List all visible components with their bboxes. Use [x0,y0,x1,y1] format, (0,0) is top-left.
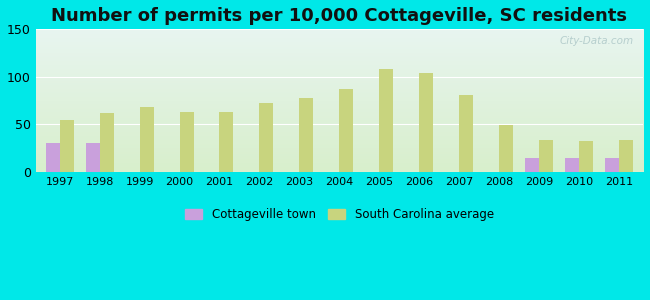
Bar [86,143,99,172]
Bar [259,103,274,172]
Bar [60,120,73,172]
Bar [499,125,514,172]
Bar [99,113,114,172]
Bar [140,107,153,172]
Text: City-Data.com: City-Data.com [560,36,634,46]
Title: Number of permits per 10,000 Cottageville, SC residents: Number of permits per 10,000 Cottagevill… [51,7,627,25]
Bar [300,98,313,172]
Bar [619,140,633,172]
Bar [525,158,539,172]
Bar [605,158,619,172]
Bar [339,89,354,172]
Bar [419,73,434,172]
Bar [380,69,393,172]
Bar [460,95,473,172]
Legend: Cottageville town, South Carolina average: Cottageville town, South Carolina averag… [180,203,499,226]
Bar [179,112,194,172]
Bar [565,158,579,172]
Bar [220,112,233,172]
Bar [46,143,60,172]
Bar [539,140,553,172]
Bar [579,141,593,172]
